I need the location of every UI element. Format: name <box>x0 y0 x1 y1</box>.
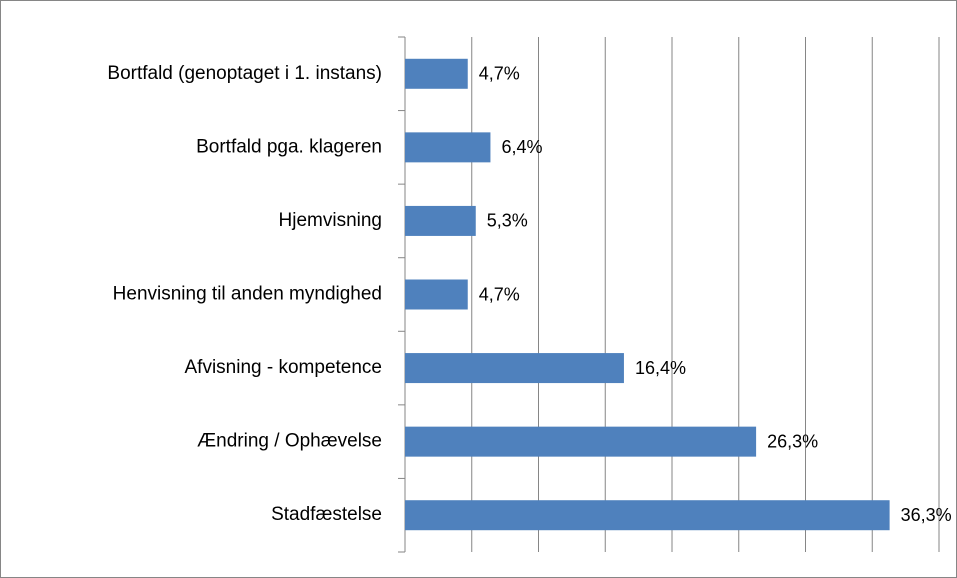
data-label: 16,4% <box>635 358 686 378</box>
bar <box>405 279 468 310</box>
y-tick-label: Stadfæstelse <box>271 504 382 525</box>
data-label: 5,3% <box>487 211 528 231</box>
data-label: 4,7% <box>479 284 520 304</box>
bar <box>405 353 624 384</box>
data-label: 36,3% <box>901 505 952 525</box>
y-tick-label: Henvisning til anden myndighed <box>113 284 382 305</box>
bar <box>405 58 468 89</box>
bar <box>405 426 757 457</box>
y-tick-label: Bortfald (genoptaget i 1. instans) <box>107 63 382 84</box>
bar <box>405 500 890 531</box>
data-label: 6,4% <box>501 137 542 157</box>
y-tick-label: Afvisning - kompetence <box>185 357 383 378</box>
bar <box>405 132 491 163</box>
data-label: 4,7% <box>479 64 520 84</box>
y-tick-label: Bortfald pga. klageren <box>196 136 382 157</box>
data-label: 26,3% <box>767 431 818 451</box>
bar <box>405 205 476 236</box>
y-tick-label: Ændring / Ophævelse <box>197 431 382 452</box>
y-tick-label: Hjemvisning <box>279 210 382 231</box>
